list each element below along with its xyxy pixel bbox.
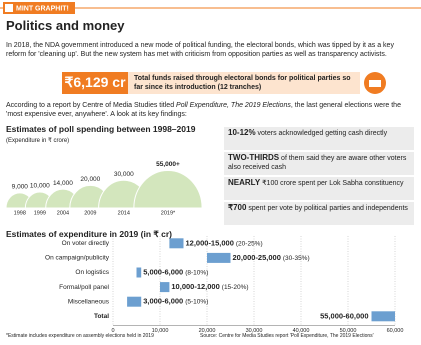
share-label: (8-10%) [185, 269, 208, 276]
value-label-group: 20,000-25,000 (30-35%) [233, 253, 310, 262]
lead-text: According to a report by Centre of Media… [6, 102, 177, 109]
source: Source: Centre for Media Studies report … [200, 333, 374, 339]
finding: ₹700 spent per vote by political parties… [224, 202, 414, 225]
finding-bold: ₹700 [228, 203, 247, 212]
lead-text: , the last general elections were the 'm… [6, 102, 401, 118]
share-label: (15-20%) [222, 284, 249, 291]
range-bar [371, 311, 395, 322]
chart-title: Estimates of expenditure in 2019 (in ₹ c… [6, 229, 173, 239]
value-label: 3,000-6,000 [143, 297, 183, 306]
chart-title: Estimates of poll spending between 1998–… [6, 124, 196, 134]
value-label: 20,000 [80, 176, 100, 183]
y-tick-label: Formal/poll panel [59, 284, 109, 291]
value-label: 10,000-12,000 [171, 282, 219, 291]
finding: 10-12% voters acknowledged getting cash … [224, 127, 414, 150]
x-tick-label: 1998 [14, 210, 26, 216]
value-label: 5,000-6,000 [143, 267, 183, 276]
x-tick-label: 50,000 [340, 328, 357, 334]
value-label: 10,000 [30, 183, 50, 190]
x-tick-label: 20,000 [199, 328, 216, 334]
x-tick-label: 2009 [84, 210, 96, 216]
finding-text: of them said they are aware other voters… [228, 155, 407, 171]
value-label-group: 5,000-6,000 (8-10%) [143, 267, 208, 276]
logo [5, 4, 13, 12]
value-label: 20,000-25,000 [233, 253, 281, 262]
share-label: (5-10%) [185, 298, 208, 305]
finding-bold: NEARLY [228, 178, 261, 187]
intro: In 2018, the NDA government introduced a… [6, 42, 394, 58]
value-label: 9,000 [12, 184, 29, 191]
highlight-value: ₹6,129 cr [64, 74, 126, 90]
footnote: *Estimate includes expenditure on assemb… [6, 333, 154, 339]
money-icon-note [369, 80, 381, 87]
x-tick-label: 2019* [161, 210, 176, 216]
report-name: Poll Expenditure, The 2019 Elections [176, 102, 291, 109]
value-label: 30,000 [114, 171, 134, 178]
value-label-group: 3,000-6,000 (5-10%) [143, 297, 208, 306]
y-tick-label: Total [94, 313, 109, 320]
range-bar [127, 296, 142, 307]
finding-text: voters acknowledged getting cash directl… [255, 130, 388, 137]
share-label: (20-25%) [236, 240, 263, 247]
header-tag [3, 2, 75, 14]
range-bar [169, 238, 184, 249]
range-bar [136, 267, 142, 278]
x-tick-label: 30,000 [246, 328, 263, 334]
x-tick-label: 10,000 [152, 328, 169, 334]
range-bar [160, 282, 170, 293]
value-label: 55,000+ [156, 161, 180, 168]
finding: TWO-THIRDS of them said they are aware o… [224, 152, 414, 175]
value-label: 12,000-15,000 [186, 238, 234, 247]
y-tick-label: On voter directly [62, 240, 110, 247]
brand: MINT GRAPHIT! [16, 5, 69, 12]
finding-bold: TWO-THIRDS [228, 153, 280, 162]
x-tick-label: 2004 [57, 210, 69, 216]
value-label-group: 12,000-15,000 (20-25%) [186, 238, 263, 247]
value-label: 14,000 [53, 180, 73, 187]
finding-text: spent per vote by political parties and … [246, 205, 408, 212]
chart-subtitle: (Expenditure in ₹ crore) [6, 138, 70, 144]
share-label: (30-35%) [283, 255, 310, 262]
x-tick-label: 60,000 [387, 328, 404, 334]
y-tick-label: On campaign/publicity [45, 255, 110, 262]
finding-bold: 10-12% [228, 128, 256, 137]
highlight-panel [128, 72, 360, 94]
title: Politics and money [6, 18, 125, 33]
x-tick-label: 1999 [34, 210, 46, 216]
finding: NEARLY ₹100 crore spent per Lok Sabha co… [224, 177, 414, 200]
lead: According to a report by Centre of Media… [6, 101, 416, 119]
highlight-box [62, 72, 128, 94]
x-tick-label: 40,000 [293, 328, 310, 334]
value-label: 55,000-60,000 [320, 311, 368, 320]
y-tick-label: On logistics [75, 269, 109, 276]
dome [133, 169, 203, 209]
highlight-text: Total funds raised through electoral bon… [134, 75, 351, 91]
value-label-group: 10,000-12,000 (15-20%) [171, 282, 248, 291]
x-tick-label: 0 [111, 328, 114, 334]
finding-text: ₹100 crore spent per Lok Sabha constitue… [260, 180, 404, 187]
y-tick-label: Miscellaneous [68, 298, 110, 305]
x-tick-label: 2014 [118, 210, 130, 216]
range-bar [207, 252, 231, 263]
